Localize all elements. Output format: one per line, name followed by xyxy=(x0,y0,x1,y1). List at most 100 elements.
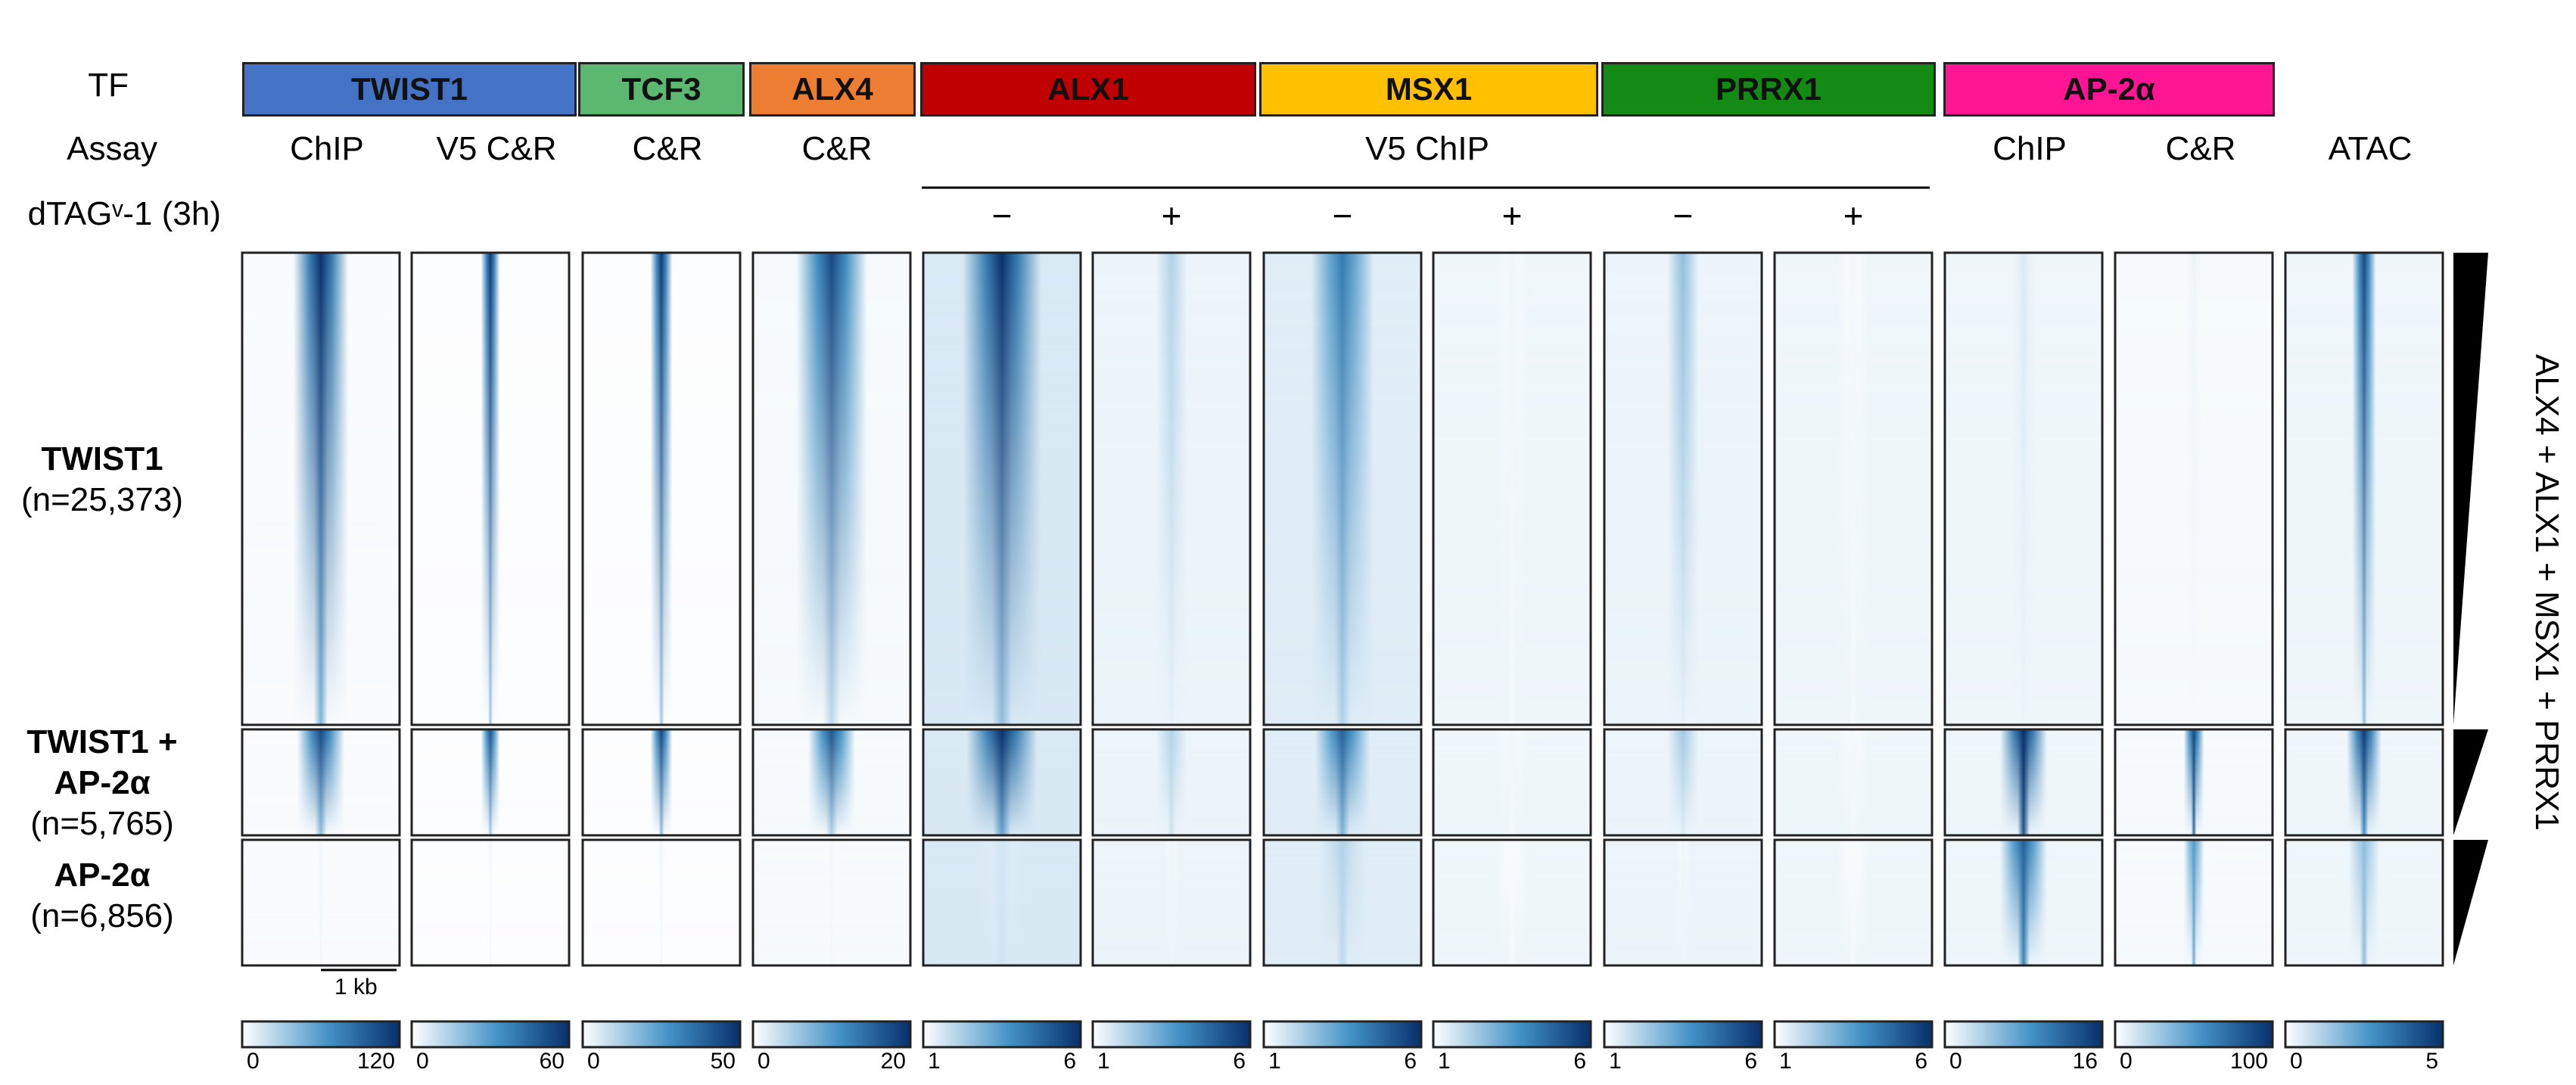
colorbar-min-4: 1 xyxy=(928,1049,941,1074)
heatmap-panel-3-1 xyxy=(751,728,912,837)
assay-label-0: ChIP xyxy=(290,130,364,167)
treatment-label-0: − xyxy=(991,196,1013,235)
colorbar-11 xyxy=(2114,1020,2274,1049)
heatmap-panel-9-2 xyxy=(1773,838,1934,967)
heatmap-panel-5-0 xyxy=(1091,251,1252,726)
colorbar-0 xyxy=(241,1020,401,1049)
heatmap-panel-5-1 xyxy=(1091,728,1252,837)
heatmap-panel-8-0 xyxy=(1603,251,1763,726)
tf-label-0: TWIST1 xyxy=(242,62,577,117)
assay-label-4: V5 ChIP xyxy=(1365,130,1489,167)
colorbar-max-9: 6 xyxy=(1915,1049,1927,1074)
heatmap-panel-4-0 xyxy=(922,251,1082,726)
colorbar-3 xyxy=(751,1020,912,1049)
colorbar-min-8: 1 xyxy=(1609,1049,1622,1074)
colorbar-min-10: 0 xyxy=(1949,1049,1962,1074)
heatmap-panel-6-0 xyxy=(1262,251,1423,726)
heatmap-panel-12-2 xyxy=(2284,838,2444,967)
heatmap-panel-7-1 xyxy=(1432,728,1592,837)
colorbar-min-12: 0 xyxy=(2290,1049,2303,1074)
treatment-label-1: + xyxy=(1161,196,1182,235)
sort-wedge-0 xyxy=(2453,253,2488,725)
sort-wedge-1 xyxy=(2453,729,2488,835)
heatmap-panel-7-2 xyxy=(1432,838,1592,967)
heatmap-panel-12-0 xyxy=(2284,251,2444,726)
heatmap-panel-3-0 xyxy=(751,251,912,726)
heatmap-panel-6-1 xyxy=(1262,728,1423,837)
heatmap-panel-11-2 xyxy=(2114,838,2274,967)
row-group-count: (n=5,765) xyxy=(30,805,174,842)
colorbar-max-5: 6 xyxy=(1233,1049,1246,1074)
heatmap-panel-2-0 xyxy=(581,251,742,726)
heatmap-panel-7-0 xyxy=(1432,251,1592,726)
colorbar-min-5: 1 xyxy=(1097,1049,1110,1074)
heatmap-panel-1-2 xyxy=(410,838,571,967)
sort-wedge-2 xyxy=(2453,840,2488,965)
row-group-name: AP-2α xyxy=(54,764,151,801)
assay-label-2: C&R xyxy=(632,130,703,167)
colorbar-1 xyxy=(410,1020,571,1049)
assay-label-7: ATAC xyxy=(2328,130,2413,167)
side-label: ALX4 + ALX1 + MSX1 + PRRX1 xyxy=(2528,354,2565,831)
colorbar-min-3: 0 xyxy=(758,1049,770,1074)
colorbar-max-12: 5 xyxy=(2425,1049,2438,1074)
tf-label-6: AP-2α xyxy=(1943,62,2275,117)
colorbar-12 xyxy=(2284,1020,2444,1049)
colorbar-max-0: 120 xyxy=(356,1049,395,1074)
colorbar-4 xyxy=(922,1020,1082,1049)
colorbar-max-8: 6 xyxy=(1744,1049,1757,1074)
colorbar-10 xyxy=(1943,1020,2104,1049)
heatmap-panel-9-1 xyxy=(1773,728,1934,837)
heatmap-panel-0-0 xyxy=(241,251,401,726)
colorbar-8 xyxy=(1603,1020,1763,1049)
colorbar-min-2: 0 xyxy=(587,1049,600,1074)
heatmap-panel-10-2 xyxy=(1943,838,2104,967)
colorbar-5 xyxy=(1091,1020,1252,1049)
colorbar-min-1: 0 xyxy=(416,1049,429,1074)
heatmap-panel-5-2 xyxy=(1091,838,1252,967)
row-group-label-1: TWIST1 + AP-2α (n=5,765) xyxy=(0,722,204,844)
heatmap-panel-8-2 xyxy=(1603,838,1763,967)
colorbar-max-10: 16 xyxy=(2072,1049,2098,1074)
scale-bar-label: 1 kb xyxy=(334,975,378,1000)
colorbar-min-6: 1 xyxy=(1268,1049,1281,1074)
colorbar-max-2: 50 xyxy=(710,1049,736,1074)
heatmap-panel-1-1 xyxy=(410,728,571,837)
tf-label-3: ALX1 xyxy=(920,62,1256,117)
heatmap-panel-11-1 xyxy=(2114,728,2274,837)
heatmap-panel-4-2 xyxy=(922,838,1082,967)
row-group-count: (n=6,856) xyxy=(30,897,174,934)
colorbar-min-9: 1 xyxy=(1779,1049,1792,1074)
heatmap-panel-9-0 xyxy=(1773,251,1934,726)
row-group-name: AP-2α xyxy=(54,856,151,894)
row-header-tf: TF xyxy=(88,67,129,104)
heatmap-panel-11-0 xyxy=(2114,251,2274,726)
colorbar-min-0: 0 xyxy=(247,1049,260,1074)
heatmap-panel-10-0 xyxy=(1943,251,2104,726)
tf-label-4: MSX1 xyxy=(1259,62,1598,117)
colorbar-2 xyxy=(581,1020,742,1049)
heatmap-panel-2-1 xyxy=(581,728,742,837)
colorbar-max-6: 6 xyxy=(1404,1049,1417,1074)
tf-label-5: PRRX1 xyxy=(1601,62,1936,117)
colorbar-max-1: 60 xyxy=(539,1049,565,1074)
row-header-assay: Assay xyxy=(67,130,157,167)
treatment-label-4: − xyxy=(1672,196,1694,235)
heatmap-panel-10-1 xyxy=(1943,728,2104,837)
row-group-count: (n=25,373) xyxy=(20,481,184,518)
assay-label-3: C&R xyxy=(801,130,873,167)
heatmap-panel-4-1 xyxy=(922,728,1082,837)
heatmap-panel-12-1 xyxy=(2284,728,2444,837)
row-group-name: TWIST1 + xyxy=(26,723,178,760)
heatmap-panel-6-2 xyxy=(1262,838,1423,967)
colorbar-9 xyxy=(1773,1020,1934,1049)
row-group-name: TWIST1 xyxy=(41,440,163,477)
tf-label-1: TCF3 xyxy=(578,62,745,117)
assay-label-6: C&R xyxy=(2165,130,2236,167)
heatmap-panel-3-2 xyxy=(751,838,912,967)
heatmap-panel-0-2 xyxy=(241,838,401,967)
heatmap-panel-1-0 xyxy=(410,251,571,726)
heatmap-panel-2-2 xyxy=(581,838,742,967)
row-header-treatment: dTAGᵛ-1 (3h) xyxy=(27,195,221,232)
